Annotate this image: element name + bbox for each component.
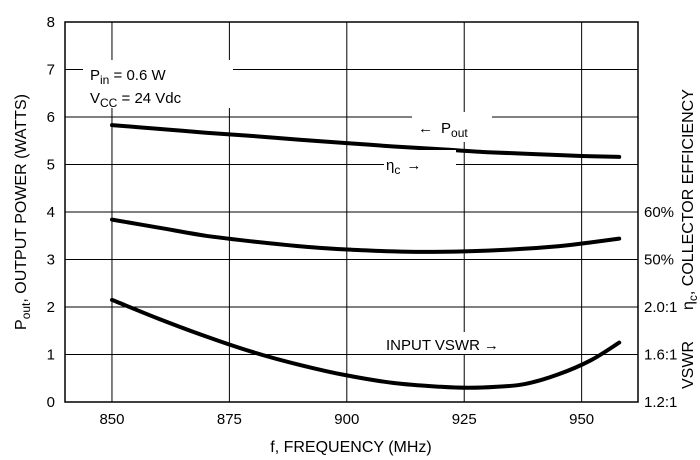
y-tick-label: 3 [47,252,55,269]
vswr-axis-title: VSWR [680,341,697,389]
left-arrow-icon: ← [418,120,433,137]
x-tick-label: 950 [569,411,594,428]
series-layer [110,123,622,390]
x-tick-label: 925 [452,411,477,428]
x-tick-label: 875 [217,411,242,428]
vswr-annotation-background [380,332,542,354]
y-tick-label: 0 [47,394,55,411]
eta-annotation: ηc → [386,157,421,177]
right-tick-label: 2.0:1 [644,299,677,316]
y-tick-label: 4 [47,204,55,221]
right-arrow-icon: → [406,157,421,174]
right-tick-label: 1.6:1 [644,347,677,364]
right-tick-label: 1.2:1 [644,394,677,411]
condition-vcc: VCC = 24 Vdc [90,90,182,110]
pout-annotation: ← Pout [418,120,468,140]
x-axis-title: f, FREQUENCY (MHz) [270,439,431,456]
conditions-background [83,60,233,108]
y-tick-label: 2 [47,299,55,316]
y-tick-label: 8 [47,14,55,31]
right-arrow-icon: → [484,337,499,354]
condition-pin: Pin = 0.6 W [90,67,166,87]
y-tick-label: 6 [47,109,55,126]
pout-curve [110,123,622,159]
x-tick-label: 900 [334,411,359,428]
right-tick-label: 50% [644,252,674,269]
pout-annotation-background [412,112,492,142]
vswr-annotation: INPUT VSWR → [386,337,499,354]
vswr-curve [110,297,622,390]
tick-labels: 850 875 900 925 950 0 1 2 3 4 5 6 7 8 60% 50% 2.0:1 1.6:1… [47,14,678,428]
y-axis-title: Pout, OUTPUT POWER (WATTS) [13,94,33,330]
eta-annotation-background [384,150,456,178]
efficiency-curve [110,217,622,254]
right-tick-label: 60% [644,204,674,221]
x-tick-label: 850 [99,411,124,428]
plot-frame [64,21,639,403]
y-tick-label: 5 [47,157,55,174]
y-tick-label: 1 [47,347,55,364]
efficiency-axis-title: ηc, COLLECTOR EFFICIENCY [680,89,700,310]
y-tick-label: 7 [47,62,55,79]
